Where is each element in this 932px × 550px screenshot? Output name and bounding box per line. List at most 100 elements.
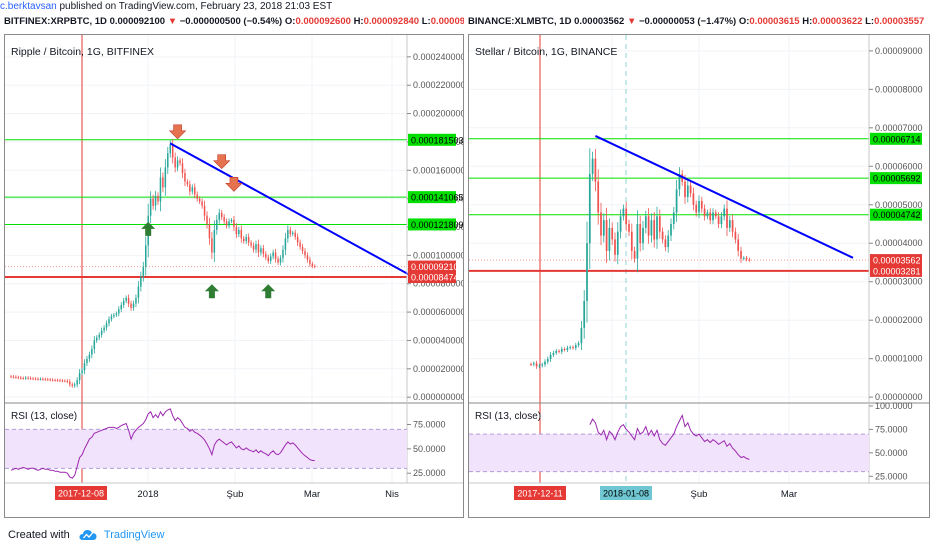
- candle-body: [265, 253, 267, 258]
- trendline: [594, 135, 854, 259]
- candle-body: [299, 242, 301, 247]
- candle-body: [653, 220, 656, 240]
- candle-body: [622, 208, 625, 217]
- candle-body: [233, 219, 235, 228]
- candle-body: [605, 220, 608, 251]
- down-arrow-icon: [168, 124, 187, 140]
- candle-body: [745, 257, 748, 260]
- candle-body: [586, 243, 588, 301]
- candle-body: [198, 198, 201, 202]
- candle-body: [723, 208, 726, 217]
- rsi-tick-label: 50.0000: [875, 448, 908, 458]
- price-label-box: [408, 133, 456, 146]
- chart-panel-right[interactable]: 0.00009000 0.00008000 0.00007000 0.00006000…: [468, 34, 930, 518]
- y-tick-label: 0.00000000: [875, 392, 923, 402]
- price-label-box: [870, 132, 922, 145]
- y-tick-label: 0.000040000: [413, 335, 464, 345]
- candle-body: [530, 364, 532, 366]
- x-tick-label: Nis: [385, 489, 399, 500]
- candle-body: [95, 337, 98, 341]
- candle-body: [580, 327, 583, 344]
- chart-title: Ripple / Bitcoin, 1G, BITFINEX: [11, 46, 154, 58]
- open-value: 0.00003615: [749, 16, 800, 27]
- candle-body: [717, 216, 720, 225]
- symbol-label[interactable]: BINANCE:XLMBTC, 1D: [468, 16, 572, 27]
- price-change: −0.00000053 (−1.47%): [638, 16, 737, 27]
- candle-body: [277, 258, 279, 263]
- candle-body: [46, 379, 49, 381]
- candle-body: [93, 340, 96, 349]
- candle-body: [184, 173, 186, 182]
- candle-body: [137, 286, 140, 298]
- candle-body: [206, 215, 208, 225]
- xlmbtc-chart[interactable]: 0.00009000 0.00008000 0.00007000 0.00006000…: [469, 35, 930, 518]
- candle-body: [600, 212, 602, 236]
- candle-body: [115, 313, 118, 315]
- low-label: L:: [421, 16, 431, 27]
- xrpbtc-chart[interactable]: 0.000240000 0.000220000 0.000200000 0.00018…: [5, 35, 464, 518]
- y-tick-label: 0.000200000: [413, 109, 464, 119]
- symbol-label[interactable]: BITFINEX:XRPBTC, 1D: [4, 16, 107, 27]
- rsi-tick-label: 50.0000: [413, 444, 446, 454]
- candle-body: [51, 379, 54, 381]
- ticker-bar-left: BITFINEX:XRPBTC, 1D 0.000092100 ▼ −0.000…: [4, 14, 464, 30]
- y-tick-label: 0.000020000: [413, 364, 464, 374]
- candle-body: [132, 303, 135, 308]
- candle-body: [597, 181, 600, 213]
- candle-body: [611, 227, 614, 240]
- price-label: 0.000181503: [411, 135, 464, 145]
- candle-body: [27, 377, 29, 379]
- candle-body: [616, 231, 619, 255]
- candle-body: [135, 297, 137, 304]
- price-label-box: [870, 208, 922, 221]
- candle-body: [113, 314, 115, 317]
- candle-body: [230, 219, 233, 222]
- candle-body: [103, 327, 105, 331]
- trendline: [169, 142, 416, 279]
- candle-body: [59, 380, 61, 382]
- candle-body: [122, 300, 125, 306]
- x-tick-label: Şub: [691, 489, 708, 500]
- y-tick-label: 0.00009000: [875, 46, 923, 56]
- candle-body: [118, 309, 120, 314]
- candle-body: [181, 163, 184, 174]
- candle-body: [695, 204, 698, 213]
- x-tick-label: Mar: [781, 489, 797, 500]
- candle-body: [577, 343, 580, 346]
- price-label-box: [870, 254, 922, 267]
- price-label: 0.000092100: [411, 262, 464, 272]
- candle-body: [731, 220, 734, 232]
- author-link[interactable]: c.berktavsan: [0, 1, 57, 12]
- price-label-box: [408, 191, 456, 204]
- candle-body: [108, 319, 110, 324]
- open-value: 0.000092600: [295, 16, 351, 27]
- tradingview-brand-link[interactable]: TradingView: [103, 529, 165, 541]
- candle-body: [608, 227, 611, 251]
- candle-body: [73, 384, 76, 386]
- candle-body: [720, 216, 723, 225]
- candle-body: [159, 177, 162, 202]
- rsi-tick-label: 75.0000: [875, 424, 908, 434]
- cursor-date-label: 2017-12-08: [58, 489, 104, 499]
- price-label: 0.00003562: [873, 256, 921, 266]
- candle-body: [225, 221, 228, 226]
- candle-body: [191, 187, 194, 192]
- candle-body: [535, 363, 538, 367]
- chart-panel-left[interactable]: 0.000240000 0.000220000 0.000200000 0.00018…: [4, 34, 464, 518]
- candle-body: [220, 212, 223, 218]
- candle-body: [296, 236, 299, 243]
- candle-body: [644, 216, 647, 228]
- candle-body: [69, 381, 71, 385]
- candle-body: [49, 379, 51, 381]
- candle-body: [672, 212, 675, 225]
- up-arrow-icon: [261, 284, 276, 299]
- candle-body: [734, 231, 737, 240]
- open-label: O:: [284, 16, 296, 27]
- candle-body: [24, 377, 27, 379]
- candle-body: [100, 330, 103, 335]
- candle-body: [289, 229, 292, 235]
- candle-body: [569, 347, 572, 349]
- candle-body: [81, 370, 83, 374]
- candle-body: [686, 185, 689, 198]
- y-tick-label: 0.000100000: [413, 250, 464, 260]
